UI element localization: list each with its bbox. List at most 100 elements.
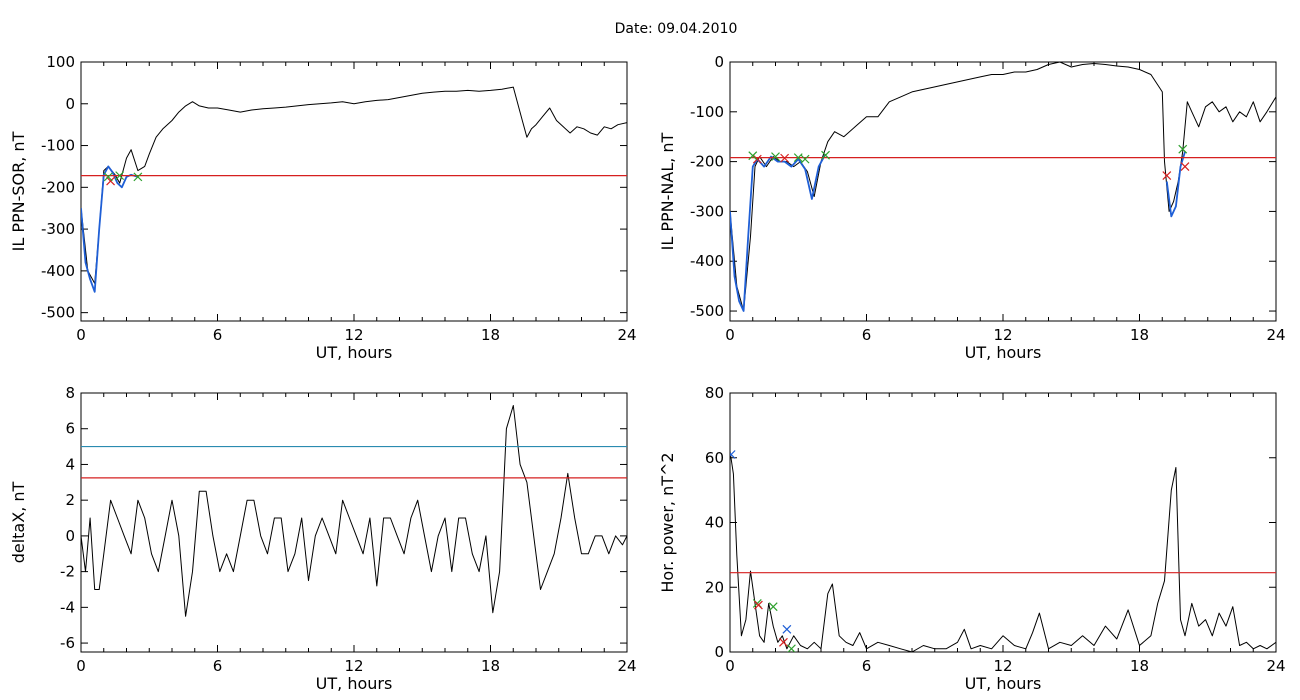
data-marker: [133, 172, 143, 182]
y-tick-label: 0: [714, 53, 724, 71]
data-marker-stroke: [115, 171, 125, 181]
x-tick-label: 6: [213, 657, 223, 675]
x-tick-label: 24: [617, 326, 636, 344]
data-marker: [771, 152, 780, 162]
x-tick-label: 6: [213, 326, 223, 344]
data-marker: [115, 171, 125, 181]
data-marker: [730, 450, 736, 459]
y-tick-label: -300: [690, 202, 724, 220]
x-tick-label: 12: [344, 326, 363, 344]
y-axis-label: IL PPN-NAL, nT: [658, 132, 677, 250]
data-marker: [779, 637, 788, 647]
x-axis-label: UT, hours: [316, 674, 393, 693]
plot-data: [730, 450, 1276, 652]
y-tick-label: 60: [705, 449, 724, 467]
y-tick-label: -200: [41, 178, 75, 196]
chart-panel-1: 0 6 12 18 24 100 0 -100 -200 -300 -400 -500 UT, hour…: [9, 53, 637, 362]
y-axis-label: deltaX, nT: [9, 481, 28, 563]
signal-series-line: [730, 62, 1276, 312]
data-marker-stroke: [730, 450, 736, 457]
x-axis-label: UT, hours: [965, 343, 1042, 362]
plot-frame: [80, 392, 628, 653]
chart-panel-2: 0 6 12 18 24 0 -100 -200 -300 -400 -500 UT, hours IL…: [658, 53, 1286, 362]
chart-panel-4: 0 6 12 18 24 80 60 40 20 0 UT, hours Hor. power, nT…: [658, 384, 1286, 693]
data-marker: [1178, 144, 1188, 154]
data-marker: [800, 154, 810, 164]
data-marker-stroke: [793, 153, 803, 163]
y-tick-label: -6: [60, 634, 75, 652]
y-tick-label: -100: [41, 137, 75, 155]
x-tick-label: 18: [1130, 657, 1149, 675]
y-tick-label: 80: [705, 384, 724, 402]
x-axis-label: UT, hours: [316, 343, 393, 362]
y-axis-label: Hor. power, nT^2: [658, 452, 677, 592]
data-marker-stroke: [748, 151, 758, 161]
data-marker: [1180, 162, 1190, 172]
x-tick-label: 0: [76, 657, 86, 675]
x-axis-label: UT, hours: [965, 674, 1042, 693]
data-marker-stroke: [779, 637, 788, 647]
y-tick-label: 0: [65, 527, 75, 545]
highlight-series-line: [1165, 151, 1186, 218]
x-tick-label: 6: [862, 326, 872, 344]
y-tick-label: -400: [690, 252, 724, 270]
x-tick-label: 24: [1266, 657, 1285, 675]
x-tick-label: 6: [862, 657, 872, 675]
data-marker-stroke: [821, 150, 830, 160]
data-marker-stroke: [754, 600, 763, 610]
data-marker-stroke: [771, 152, 780, 162]
y-tick-label: 40: [705, 514, 724, 532]
y-axis-label: IL PPN-SOR, nT: [9, 131, 28, 251]
x-tick-label: 18: [481, 657, 500, 675]
data-marker: [1162, 171, 1172, 180]
data-marker-stroke: [780, 153, 790, 163]
data-marker: [780, 153, 790, 163]
data-marker-stroke: [1180, 162, 1190, 172]
data-marker-stroke: [782, 624, 792, 634]
data-marker-stroke: [787, 644, 796, 652]
x-tick-label: 24: [1266, 326, 1285, 344]
y-tick-label: -2: [60, 563, 75, 581]
highlight-series-line: [81, 165, 139, 293]
chart-panel-3: 0 6 12 18 24 8 6 4 2 0 -2 -4 -6 UT, hours deltaX, nT: [9, 384, 637, 693]
data-marker-stroke: [133, 172, 143, 182]
y-tick-label: -4: [60, 598, 75, 616]
signal-series-line: [81, 405, 627, 617]
data-marker-stroke: [1178, 144, 1188, 154]
highlight-series-line: [730, 153, 827, 312]
data-marker: [752, 154, 762, 164]
y-tick-label: 6: [65, 420, 75, 438]
y-tick-label: 0: [714, 643, 724, 661]
data-marker: [748, 151, 758, 161]
plot-data: [81, 86, 627, 293]
plot-frame: [80, 61, 628, 322]
y-tick-label: -400: [41, 262, 75, 280]
y-tick-label: 100: [46, 53, 75, 71]
y-tick-label: 4: [65, 455, 75, 473]
x-tick-label: 0: [725, 326, 735, 344]
x-tick-label: 18: [1130, 326, 1149, 344]
plot-data: [730, 62, 1276, 312]
x-tick-label: 0: [725, 657, 735, 675]
data-marker: [793, 153, 803, 163]
plot-frame: [729, 61, 1277, 322]
x-tick-label: 18: [481, 326, 500, 344]
x-tick-label: 12: [993, 326, 1012, 344]
plot-frame: [729, 392, 1277, 653]
data-marker: [821, 150, 830, 160]
y-tick-label: -500: [690, 302, 724, 320]
data-marker: [782, 624, 792, 634]
data-marker-stroke: [800, 154, 810, 164]
y-tick-label: -100: [690, 103, 724, 121]
y-tick-label: -500: [41, 304, 75, 322]
y-tick-label: 8: [65, 384, 75, 402]
y-tick-label: 0: [65, 95, 75, 113]
data-marker: [106, 176, 115, 186]
data-marker-stroke: [106, 176, 115, 186]
data-marker: [787, 644, 796, 652]
figure-title: Date: 09.04.2010: [615, 21, 738, 37]
y-tick-label: -200: [690, 153, 724, 171]
plot-data: [81, 405, 627, 617]
x-tick-label: 12: [344, 657, 363, 675]
